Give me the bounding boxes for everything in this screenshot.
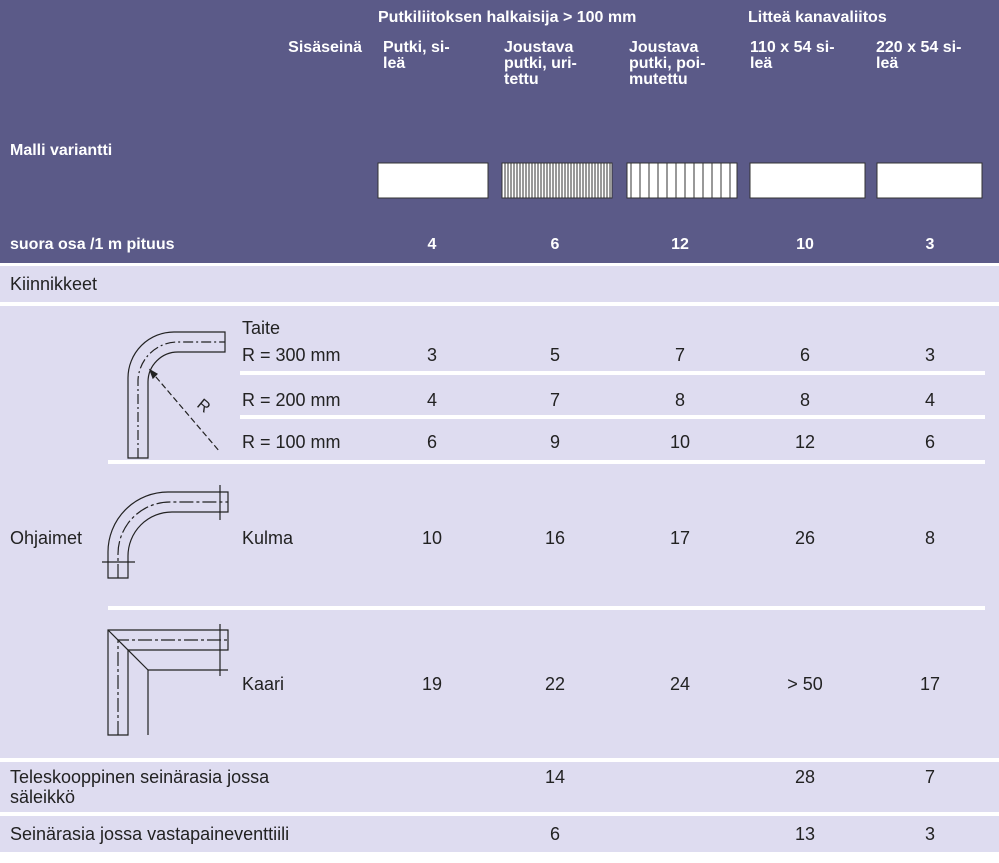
cell-value: 6 <box>799 345 810 365</box>
cell-value: 8 <box>924 528 935 548</box>
separator <box>108 460 985 464</box>
cell-value: 6 <box>550 236 560 253</box>
angle-icon <box>102 485 229 579</box>
row-label: Kaari <box>242 674 285 694</box>
row-label: R = 100 mm <box>242 432 341 452</box>
group-heading: Litteä kanavaliitos <box>748 9 887 26</box>
column-heading: Joustava putki, uri- tettu <box>504 39 577 88</box>
cell-value: 6 <box>426 432 437 452</box>
column-heading: Joustava putki, poi- mutettu <box>629 39 706 88</box>
row-label: Taite <box>242 318 281 338</box>
row-label: Kulma <box>242 528 294 548</box>
cell-value: 16 <box>544 528 566 548</box>
duct-icons <box>377 162 983 199</box>
row-bg <box>0 816 999 852</box>
cell-value: 17 <box>669 528 691 548</box>
cell-value: 24 <box>669 674 691 694</box>
cell-value: 8 <box>674 390 685 410</box>
cell-value: 10 <box>669 432 691 452</box>
column-heading: Putki, si- leä <box>383 39 450 72</box>
cell-value: 28 <box>794 767 816 787</box>
separator <box>108 606 985 610</box>
cell-value: 4 <box>426 390 437 410</box>
cell-value: 10 <box>796 236 814 253</box>
cell-value: 8 <box>799 390 810 410</box>
row-label: R = 300 mm <box>242 345 341 365</box>
separator <box>240 371 985 375</box>
cell-value: 13 <box>794 824 816 844</box>
cell-value: 22 <box>544 674 566 694</box>
cell-value: 3 <box>924 345 935 365</box>
bend-icon <box>127 331 226 459</box>
cell-value: 3 <box>925 236 935 253</box>
cell-value: 10 <box>421 528 443 548</box>
cell-value: 7 <box>674 345 685 365</box>
cell-value: 14 <box>544 767 566 787</box>
cell-value: 9 <box>549 432 560 452</box>
cell-value: 26 <box>794 528 816 548</box>
row-label: Teleskooppinen seinärasia jossa säleikkö <box>10 767 270 807</box>
cell-value: 6 <box>549 824 560 844</box>
cell-value: 12 <box>671 236 689 253</box>
elbow-icon <box>107 624 229 736</box>
row-bg <box>0 762 999 812</box>
row-label: Seinärasia jossa vastapaineventtiili <box>10 824 290 844</box>
cell-value: 17 <box>919 674 941 694</box>
cell-value: 3 <box>924 824 935 844</box>
row-label: Kiinnikkeet <box>10 274 98 294</box>
model-label: Malli variantti <box>10 142 113 159</box>
side-label: Sisäseinä <box>288 39 362 56</box>
column-heading: 110 x 54 si- leä <box>750 39 835 72</box>
cell-value: 3 <box>426 345 437 365</box>
row-label: R = 200 mm <box>242 390 341 410</box>
header-bg <box>0 0 999 263</box>
cell-value: 4 <box>924 390 935 410</box>
row-label: Ohjaimet <box>10 528 83 548</box>
separator <box>240 415 985 419</box>
cell-value: 5 <box>549 345 560 365</box>
row-bg <box>0 266 999 302</box>
cell-value: > 50 <box>787 674 823 694</box>
cell-value: 7 <box>924 767 935 787</box>
cell-value: 4 <box>427 236 437 253</box>
cell-value: 6 <box>924 432 935 452</box>
block-bg <box>0 306 999 758</box>
cell-value: 19 <box>421 674 443 694</box>
column-heading: 220 x 54 si- leä <box>876 39 962 72</box>
cell-value: 7 <box>549 390 560 410</box>
group-heading: Putkiliitoksen halkaisija > 100 mm <box>378 9 637 26</box>
icon-label: R <box>193 396 213 416</box>
cell-value: 12 <box>794 432 816 452</box>
row-label: suora osa /1 m pituus <box>10 236 175 253</box>
